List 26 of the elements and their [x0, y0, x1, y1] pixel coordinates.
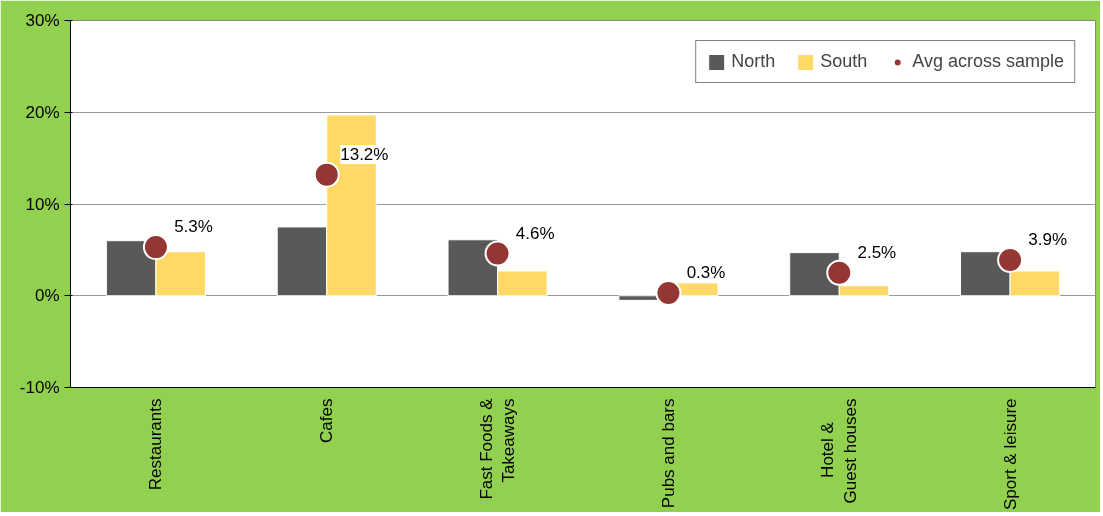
- x-tick-label: Pubs and bars: [658, 398, 678, 509]
- point: [142, 234, 169, 261]
- point: [655, 280, 682, 306]
- legend-label: North: [731, 51, 776, 72]
- x-tick-label: Restaurants: [146, 398, 166, 491]
- x-tick-label: Sport & leisure: [1000, 398, 1020, 510]
- legend-label: Avg across sample: [912, 51, 1064, 72]
- point: [826, 259, 853, 286]
- y-tick-label: -10%: [19, 378, 60, 397]
- x-tick-label: Cafes: [317, 398, 337, 443]
- point: [484, 240, 511, 267]
- y-tick-label: 30%: [25, 11, 60, 30]
- point: [313, 161, 340, 188]
- data-label: 0.3%: [686, 263, 726, 283]
- data-label: 2.5%: [857, 243, 897, 263]
- data-label: 3.9%: [1028, 230, 1068, 250]
- y-tick-label: 0%: [34, 286, 60, 306]
- legend-label: South: [820, 51, 868, 72]
- point: [997, 246, 1024, 273]
- x-tick-label: Fast Foods & Takeaways: [476, 397, 519, 500]
- x-tick-label: Hotel & Guest houses: [818, 398, 861, 504]
- data-label: 13.2%: [340, 144, 389, 164]
- y-tick-label: 20%: [25, 102, 60, 122]
- data-label: 5.3%: [174, 217, 213, 237]
- data-label: 4.6%: [515, 223, 555, 243]
- y-tick-label: 10%: [25, 194, 60, 214]
